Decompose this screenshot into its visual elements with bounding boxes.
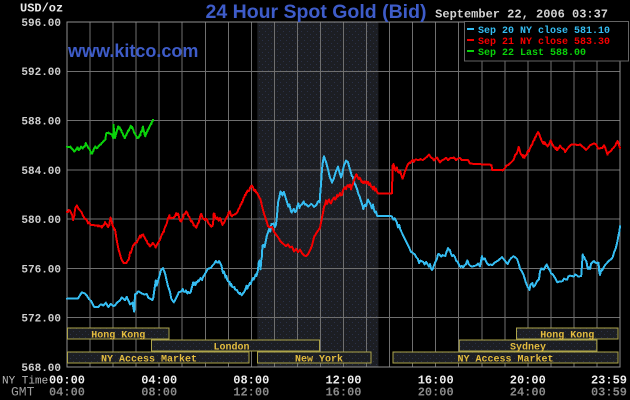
- svg-text:16:00: 16:00: [325, 386, 361, 400]
- svg-text:NY Time: NY Time: [2, 376, 48, 388]
- svg-text:588.00: 588.00: [21, 117, 61, 129]
- svg-text:23:59: 23:59: [591, 374, 627, 388]
- svg-text:03:59: 03:59: [591, 386, 627, 400]
- svg-text:Hong Kong: Hong Kong: [91, 331, 145, 342]
- svg-text:24 Hour Spot Gold (Bid): 24 Hour Spot Gold (Bid): [206, 1, 427, 23]
- svg-text:www.kitco.com: www.kitco.com: [67, 41, 198, 61]
- svg-text:12:00: 12:00: [325, 374, 361, 388]
- svg-text:584.00: 584.00: [21, 166, 61, 178]
- svg-text:08:00: 08:00: [233, 374, 269, 388]
- svg-text:04:00: 04:00: [49, 386, 85, 400]
- svg-text:24:00: 24:00: [510, 386, 546, 400]
- svg-text:20:00: 20:00: [418, 386, 454, 400]
- svg-text:00:00: 00:00: [49, 374, 85, 388]
- svg-text:596.00: 596.00: [21, 18, 61, 30]
- svg-text:16:00: 16:00: [418, 374, 454, 388]
- svg-text:Hong Kong: Hong Kong: [540, 331, 594, 342]
- svg-text:Sep 22 Last 588.00: Sep 22 Last 588.00: [478, 48, 586, 59]
- svg-text:592.00: 592.00: [21, 67, 61, 79]
- svg-text:GMT: GMT: [11, 385, 35, 400]
- svg-text:572.00: 572.00: [21, 314, 61, 326]
- svg-text:Sydney: Sydney: [510, 342, 546, 354]
- svg-text:NY Access Market: NY Access Market: [457, 354, 553, 366]
- svg-text:576.00: 576.00: [21, 264, 61, 276]
- svg-text:NY Access Market: NY Access Market: [101, 354, 197, 366]
- svg-text:London: London: [213, 342, 249, 354]
- svg-text:Sep 21 NY close 583.30: Sep 21 NY close 583.30: [478, 36, 610, 48]
- svg-text:USD/oz: USD/oz: [20, 2, 63, 16]
- svg-text:September 22, 2006 03:37: September 22, 2006 03:37: [435, 8, 608, 22]
- svg-text:12:00: 12:00: [233, 386, 269, 400]
- svg-text:08:00: 08:00: [141, 386, 177, 400]
- svg-text:04:00: 04:00: [141, 374, 177, 388]
- svg-text:20:00: 20:00: [510, 374, 546, 388]
- svg-text:580.00: 580.00: [21, 215, 61, 227]
- svg-text:Sep 20 NY close 581.10: Sep 20 NY close 581.10: [478, 25, 610, 37]
- svg-text:New York: New York: [295, 354, 343, 366]
- svg-text:568.00: 568.00: [21, 363, 61, 375]
